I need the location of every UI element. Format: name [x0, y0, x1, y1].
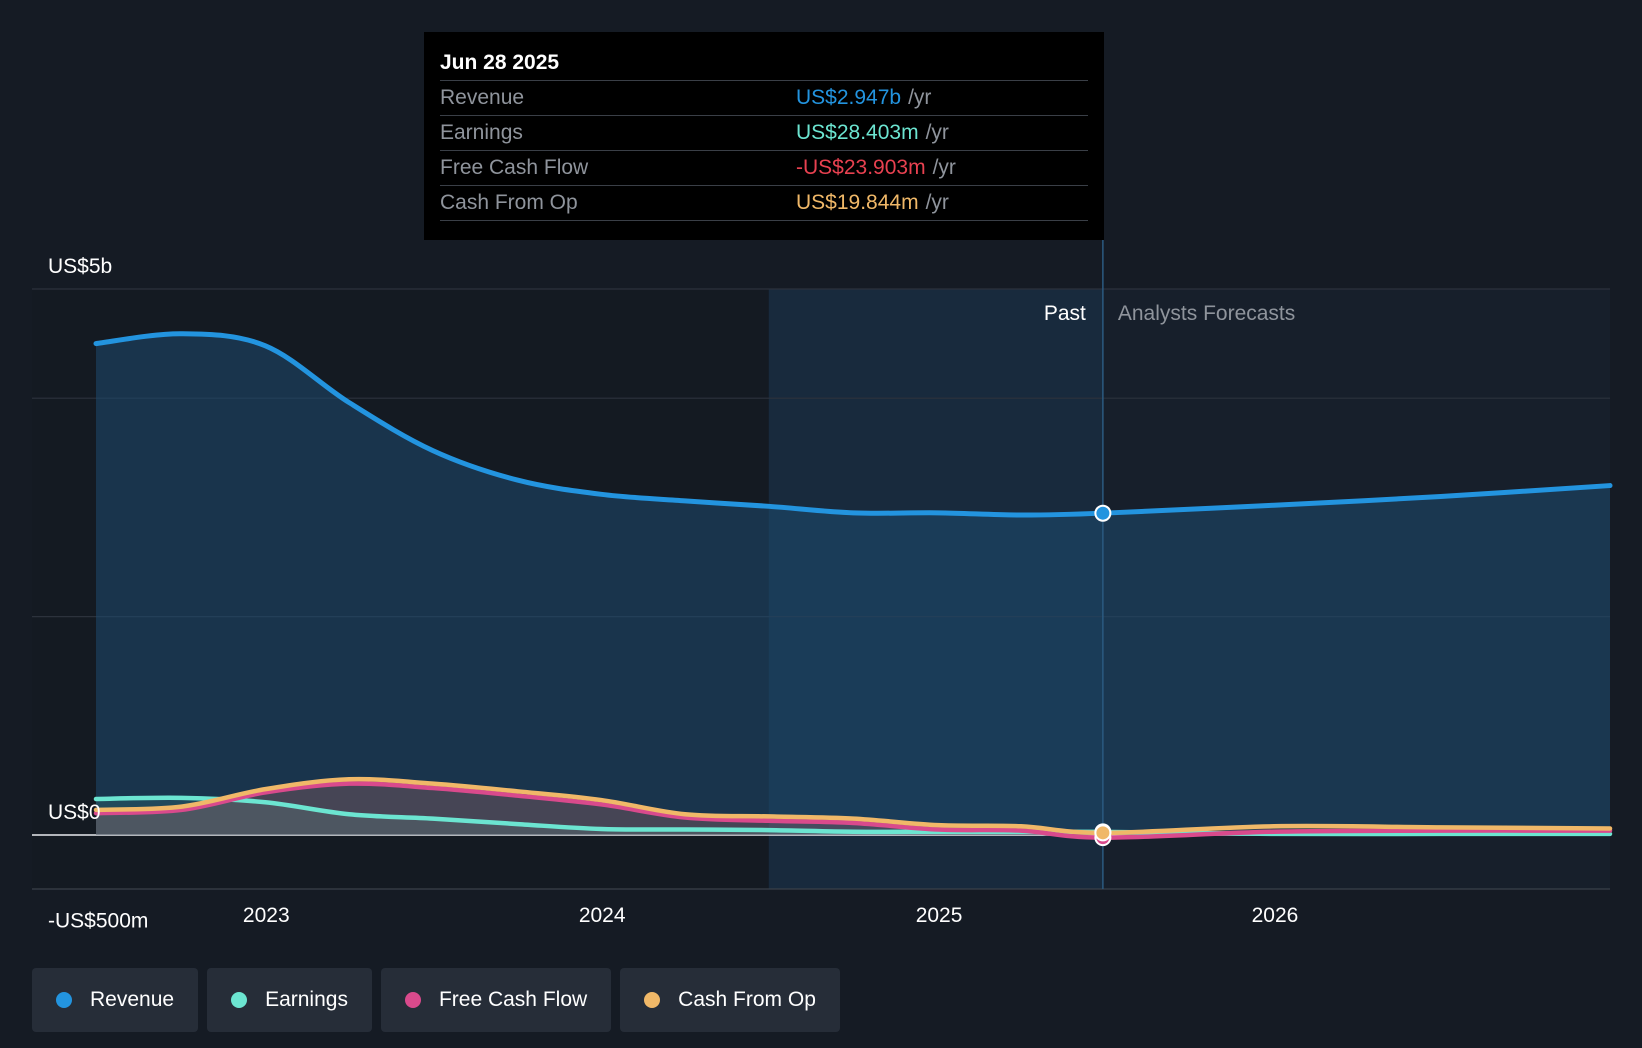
tooltip-value: US$19.844m [796, 191, 919, 214]
tooltip-row-earnings: Earnings US$28.403m /yr [440, 115, 1088, 150]
tooltip-unit: /yr [925, 121, 949, 144]
legend-dot-icon [404, 992, 421, 1008]
earnings-area [96, 797, 1610, 835]
y-tick-label: -US$500m [48, 910, 148, 933]
legend-item-free-cash-flow[interactable]: Free Cash Flow [380, 968, 612, 1032]
tooltip-label: Revenue [440, 86, 525, 109]
tooltip-row-revenue: Revenue US$2.947b /yr [440, 80, 1088, 115]
series-lines [93, 331, 1613, 840]
tooltip-date: Jun 28 2025 [440, 51, 560, 74]
legend-dot-icon [231, 992, 248, 1008]
y-axis-labels: US$5b US$0 -US$500m [48, 255, 148, 933]
tooltip-row-cash-from-op: Cash From Op US$19.844m /yr [440, 185, 1088, 221]
free-cash-flow-line [93, 781, 1613, 840]
revenue-marker [1094, 504, 1112, 522]
tooltip-value: -US$23.903m [796, 156, 926, 179]
cash-from-op-line [93, 776, 1613, 836]
tooltip-unit: /yr [932, 156, 956, 179]
cash-from-op-marker [1094, 824, 1112, 842]
past-label: Past [1044, 302, 1086, 325]
legend: Revenue Earnings Free Cash Flow Cash Fro… [32, 968, 840, 1032]
legend-label: Cash From Op [678, 988, 816, 1011]
legend-label: Earnings [265, 988, 348, 1011]
legend-label: Revenue [90, 988, 175, 1011]
tooltip-value: US$28.403m [796, 121, 919, 144]
x-tick-label: 2024 [579, 904, 626, 927]
tooltip-unit: /yr [908, 86, 932, 109]
legend-label: Free Cash Flow [438, 988, 588, 1011]
tooltip-value: US$2.947b [796, 86, 902, 109]
forecast-label: Analysts Forecasts [1118, 302, 1295, 325]
revenue-line [93, 331, 1613, 518]
revenue-area [96, 333, 1610, 835]
legend-item-earnings[interactable]: Earnings [207, 968, 372, 1032]
y-tick-label: US$0 [48, 801, 101, 824]
x-tick-label: 2023 [243, 904, 290, 927]
tooltip-unit: /yr [925, 191, 949, 214]
legend-item-cash-from-op[interactable]: Cash From Op [620, 968, 840, 1032]
legend-dot-icon [644, 992, 661, 1008]
x-tick-label: 2026 [1252, 904, 1299, 927]
legend-dot-icon [56, 992, 72, 1008]
x-axis-labels: 2023 2024 2025 2026 [243, 904, 1298, 927]
cursor-markers [1094, 504, 1112, 847]
y-tick-label: US$5b [48, 255, 112, 278]
legend-item-revenue[interactable]: Revenue [32, 968, 199, 1032]
tooltip-label: Free Cash Flow [440, 156, 589, 179]
tooltip-label: Cash From Op [440, 191, 578, 214]
tooltip-row-free-cash-flow: Free Cash Flow -US$23.903m /yr [440, 150, 1088, 185]
tooltip: Jun 28 2025 Revenue US$2.947b /yr Earnin… [424, 32, 1104, 240]
free-cash-flow-area [96, 783, 1610, 838]
x-tick-label: 2025 [916, 904, 963, 927]
tooltip-label: Earnings [440, 121, 523, 144]
